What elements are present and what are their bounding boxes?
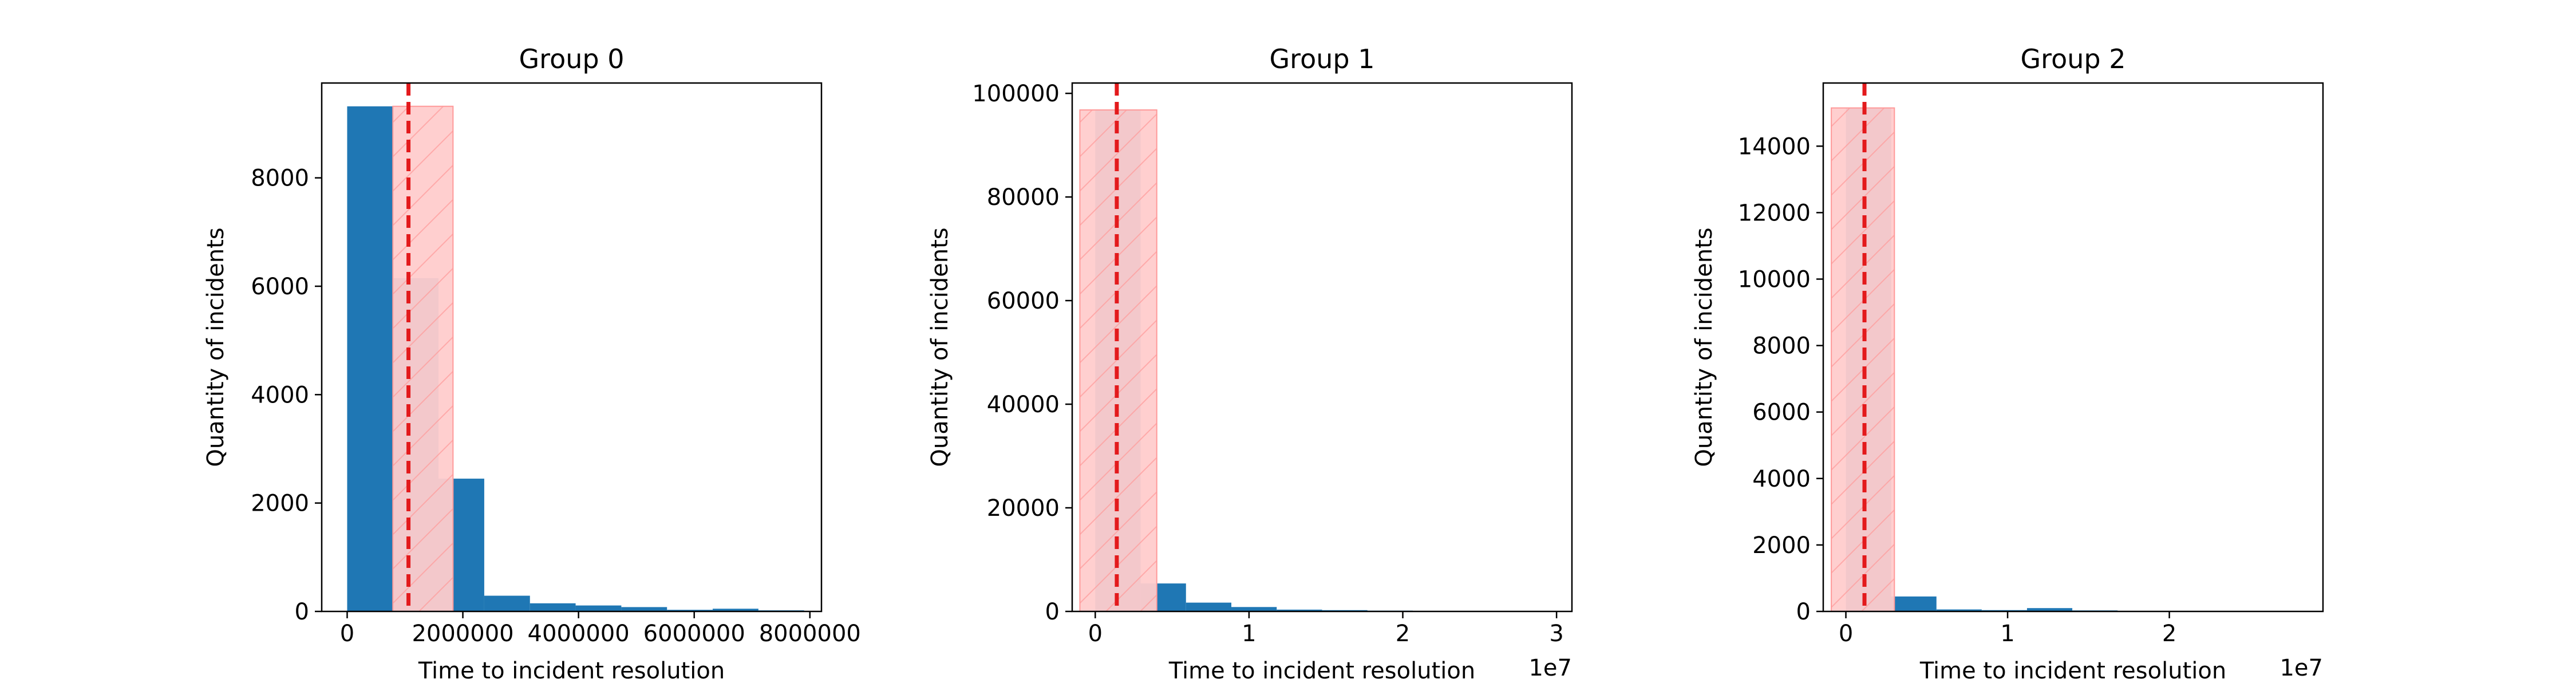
y-tick-label: 12000 <box>1738 200 1811 226</box>
x-tick-label: 0 <box>340 621 354 647</box>
y-tick-label: 60000 <box>987 288 1060 314</box>
y-tick-label: 6000 <box>1752 400 1811 426</box>
y-tick-label: 0 <box>295 599 309 625</box>
x-axis-label: Time to incident resolution <box>1919 658 2226 684</box>
chart-title: Group 0 <box>519 44 625 74</box>
x-axis-label: Time to incident resolution <box>1168 658 1475 684</box>
histogram-bar <box>667 610 713 611</box>
y-tick-label: 4000 <box>251 382 309 408</box>
panel-group-2: 0 1 2 0 2000 4000 6000 8000 10000 12000 14000 Grou… <box>1691 44 2324 684</box>
histogram-bar <box>575 605 622 611</box>
y-tick-label: 14000 <box>1738 133 1811 160</box>
x-axis-offset-label: 1e7 <box>1528 655 1572 681</box>
x-tick-label: 0 <box>1088 621 1103 647</box>
y-axis-label: Quantity of incidents <box>203 227 229 467</box>
chart-title: Group 2 <box>2021 44 2126 74</box>
plot-area: 0 1 2 0 2000 4000 6000 8000 10000 12000 14000 <box>1738 82 2324 647</box>
y-tick-label: 8000 <box>251 165 309 192</box>
x-tick-label: 0 <box>1839 621 1853 647</box>
y-axis-label: Quantity of incidents <box>1691 227 1717 467</box>
histogram-bar <box>1277 609 1322 611</box>
y-tick-label: 4000 <box>1752 466 1811 492</box>
y-tick-label: 40000 <box>987 392 1060 418</box>
x-tick-label: 2 <box>2162 621 2176 647</box>
panel-group-0: 0 2000000 4000000 6000000 8000000 0 2000 4000 60… <box>203 44 861 684</box>
histogram-bar <box>1231 607 1277 611</box>
y-tick-label: 8000 <box>1752 333 1811 360</box>
x-axis-label: Time to incident resolution <box>418 658 725 684</box>
y-tick-label: 2000 <box>1752 532 1811 559</box>
y-tick-label: 0 <box>1045 599 1060 625</box>
y-tick-label: 2000 <box>251 491 309 517</box>
x-tick-label: 6000000 <box>643 621 745 647</box>
histogram-bar <box>347 106 393 611</box>
y-tick-label: 20000 <box>987 495 1060 522</box>
histogram-bar <box>1891 596 1937 611</box>
x-tick-label: 2000000 <box>412 621 513 647</box>
confidence-band-hatch <box>393 106 453 611</box>
y-tick-label: 80000 <box>987 184 1060 211</box>
x-tick-label: 2 <box>1396 621 1410 647</box>
histogram-bar <box>530 603 576 611</box>
plot-area: 0 2000000 4000000 6000000 8000000 0 2000 4000 60… <box>251 82 861 647</box>
axes-frame <box>1822 82 2324 613</box>
plot-area: 0 1 2 3 0 20000 40000 60000 80000 100000 <box>972 81 1573 647</box>
x-tick-label: 3 <box>1549 621 1563 647</box>
histogram-bar <box>484 595 530 611</box>
x-axis-offset-label: 1e7 <box>2279 655 2323 681</box>
x-tick-label: 8000000 <box>759 621 861 647</box>
y-tick-label: 100000 <box>972 81 1060 107</box>
axes-frame <box>321 82 823 613</box>
histogram-bar <box>713 609 758 611</box>
histogram-bar <box>1186 602 1232 611</box>
x-tick-label: 4000000 <box>528 621 630 647</box>
y-tick-label: 0 <box>1796 599 1811 625</box>
chart-title: Group 1 <box>1270 44 1375 74</box>
x-tick-label: 1 <box>1242 621 1256 647</box>
x-tick-label: 1 <box>2000 621 2014 647</box>
axes-frame <box>1071 82 1573 613</box>
y-axis-label: Quantity of incidents <box>927 227 953 467</box>
histogram-bar <box>621 607 667 611</box>
histogram-bar <box>2026 608 2073 611</box>
y-tick-label: 6000 <box>251 274 309 300</box>
y-tick-label: 10000 <box>1738 266 1811 293</box>
histogram-bar <box>1936 609 1982 611</box>
